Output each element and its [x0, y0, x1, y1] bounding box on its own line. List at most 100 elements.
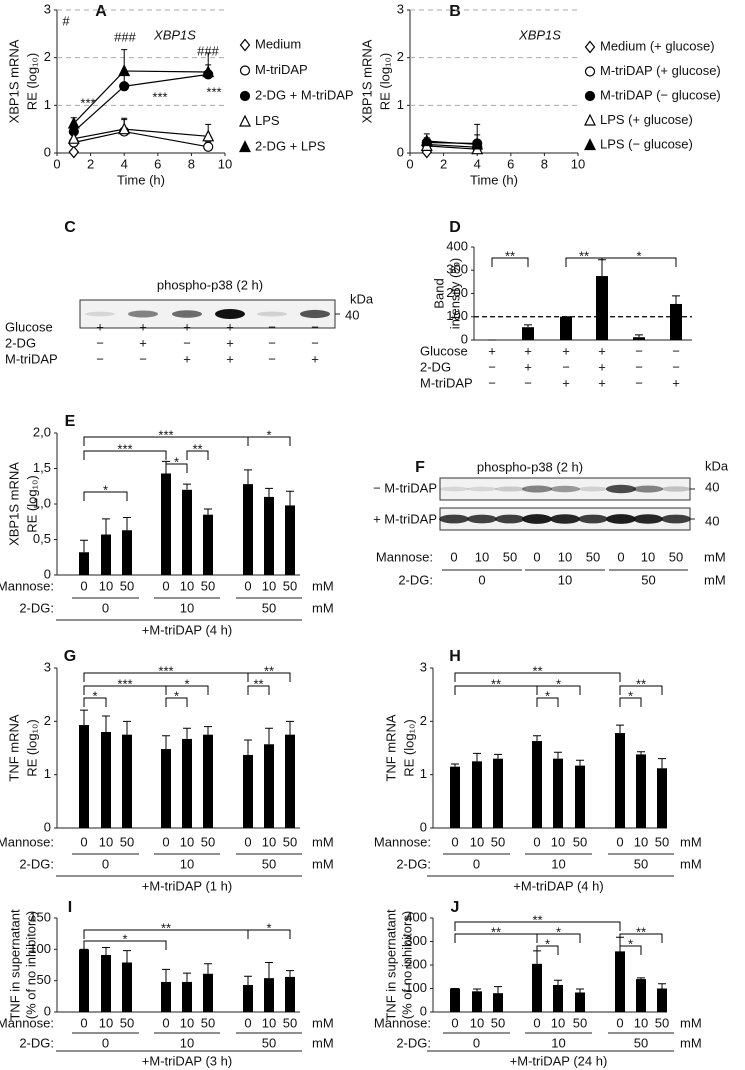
marker	[118, 64, 131, 77]
condition-unit: mM	[312, 1015, 334, 1030]
error-bar	[102, 715, 110, 732]
panel-letter: B	[449, 3, 461, 20]
condition-value: 0	[473, 856, 480, 871]
condition-label: 2-DG:	[19, 1035, 54, 1050]
y-axis-label: TNF mRNA	[383, 714, 398, 781]
error-bar	[244, 975, 252, 986]
error-bar	[123, 720, 131, 735]
panel-letter: F	[415, 459, 425, 476]
blot-background	[79, 299, 336, 329]
y-tick-label: 300	[446, 262, 468, 277]
y-tick-label: 300	[405, 933, 427, 948]
condition-value: 10	[641, 549, 655, 564]
marker	[202, 129, 215, 142]
error-bar	[244, 469, 252, 485]
blot-band	[661, 486, 691, 492]
significance-label: **	[505, 248, 515, 263]
condition-label: 2-DG:	[19, 600, 54, 615]
condition-value: −	[311, 335, 319, 350]
condition-value: 0	[533, 1015, 540, 1030]
condition-value: −	[672, 343, 680, 358]
condition-value: 50	[262, 856, 276, 871]
condition-unit: mM	[312, 1035, 334, 1050]
condition-value: 0	[478, 572, 485, 587]
error-bar	[635, 334, 643, 338]
significance-label: **	[636, 924, 646, 939]
significance-bracket	[619, 685, 663, 695]
blot-band	[215, 309, 245, 319]
condition-value: −	[635, 343, 643, 358]
y-tick-label: 0	[44, 144, 51, 159]
blot-band	[522, 514, 552, 524]
error-bar	[183, 727, 191, 739]
significance-label: **	[161, 920, 171, 935]
condition-footer: +M-triDAP (24 h)	[510, 1053, 608, 1068]
blot-band	[85, 311, 115, 317]
legend-label: 2-DG + LPS	[255, 138, 326, 153]
y-tick-label: 0,5	[33, 531, 51, 546]
condition-value: 50	[283, 1015, 297, 1030]
legend-label: LPS (+ glucose)	[600, 112, 693, 127]
legend-label: LPS	[255, 113, 280, 128]
condition-label: 2-DG:	[396, 1035, 431, 1050]
legend-marker	[239, 65, 251, 76]
condition-label: Glucose	[5, 319, 53, 334]
y-axis-label: RE (log₁₀)	[24, 719, 39, 776]
bar	[243, 985, 253, 1012]
bar	[122, 962, 132, 1012]
condition-value: +	[598, 359, 606, 374]
condition-value: 0	[102, 600, 109, 615]
error-bar	[554, 751, 562, 759]
condition-unit: mM	[680, 1035, 702, 1050]
y-tick-label: 100	[29, 941, 51, 956]
bar	[657, 988, 667, 1012]
condition-unit: mM	[312, 834, 334, 849]
condition-value: +	[139, 319, 147, 334]
bar	[161, 473, 171, 575]
condition-label: M-triDAP	[5, 351, 58, 366]
condition-value: 0	[102, 1035, 109, 1050]
condition-value: 10	[551, 1015, 565, 1030]
error-bar	[494, 753, 502, 759]
condition-value: 10	[470, 1015, 484, 1030]
y-tick-label: 2	[44, 49, 51, 64]
bar	[596, 276, 608, 340]
significance-bracket	[165, 463, 188, 473]
y-axis-label: TNF in supernatant	[383, 909, 398, 1021]
bar	[79, 552, 89, 575]
error-bar	[451, 763, 459, 767]
condition-value: 10	[180, 1015, 194, 1030]
blot-unit: kDa	[350, 291, 374, 306]
significance-bracket	[83, 940, 167, 950]
condition-footer: +M-triDAP (3 h)	[142, 1053, 232, 1068]
condition-value: 0	[162, 1015, 169, 1030]
annotation: ###	[114, 29, 136, 44]
condition-value: +	[139, 335, 147, 350]
bar	[615, 733, 625, 828]
condition-value: 0	[451, 834, 458, 849]
x-tick-label: 4	[474, 156, 481, 171]
condition-value: −	[562, 359, 570, 374]
condition-value: −	[96, 335, 104, 350]
y-tick-label: 200	[446, 285, 468, 300]
panel-letter: H	[449, 648, 461, 665]
condition-value: 50	[262, 1035, 276, 1050]
condition-value: +	[183, 351, 191, 366]
condition-value: +	[672, 375, 680, 390]
legend-marker	[584, 66, 596, 77]
condition-value: 0	[616, 1015, 623, 1030]
significance-bracket	[186, 450, 209, 460]
condition-value: 10	[551, 856, 565, 871]
error-bar	[672, 295, 680, 304]
panel-letter: G	[64, 648, 76, 665]
blot-band	[633, 485, 663, 493]
annotation: ***	[152, 89, 167, 104]
bar	[560, 316, 572, 340]
y-tick-label: 0	[44, 566, 51, 581]
bar	[636, 754, 646, 828]
marker	[68, 145, 80, 159]
legend-marker	[239, 114, 251, 127]
blot-band	[257, 311, 287, 317]
y-axis-label: XBP1S mRNA	[6, 39, 21, 123]
condition-value: 10	[551, 1035, 565, 1050]
